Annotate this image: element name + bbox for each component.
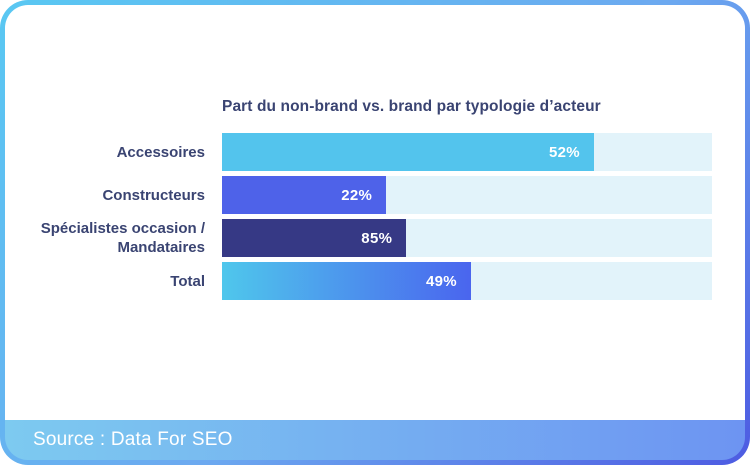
bar-chart: Part du non-brand vs. brand par typologi… — [15, 98, 712, 300]
chart-title: Part du non-brand vs. brand par typologi… — [222, 98, 601, 115]
bar-track: 52% — [222, 133, 712, 171]
category-label-specialistes: Spécialistes occasion / Mandataires — [40, 220, 205, 256]
category-label-total: Total — [170, 272, 205, 290]
source-label: Source : Data For SEO — [33, 429, 233, 450]
bar-value-label: 22% — [341, 186, 373, 204]
bar-fill: 22% — [222, 176, 387, 214]
bar-fill: 52% — [222, 133, 594, 171]
bar-fill: 49% — [222, 262, 471, 300]
bar-fill: 85% — [222, 219, 407, 257]
category-label-constructeurs: Constructeurs — [102, 186, 205, 204]
chart-card: Part du non-brand vs. brand par typologi… — [5, 5, 745, 420]
bar-track: 85% — [222, 219, 712, 257]
bar-value-label: 52% — [548, 143, 580, 161]
chart-rows: Accessoires 52% Constructeurs 22% Spécia… — [15, 133, 712, 300]
bar-track: 49% — [222, 262, 712, 300]
bar-track: 22% — [222, 176, 712, 214]
category-label-accessoires: Accessoires — [116, 143, 205, 161]
source-footer: Source : Data For SEO — [5, 420, 745, 460]
bar-value-label: 85% — [361, 229, 393, 247]
bar-value-label: 49% — [425, 272, 457, 290]
